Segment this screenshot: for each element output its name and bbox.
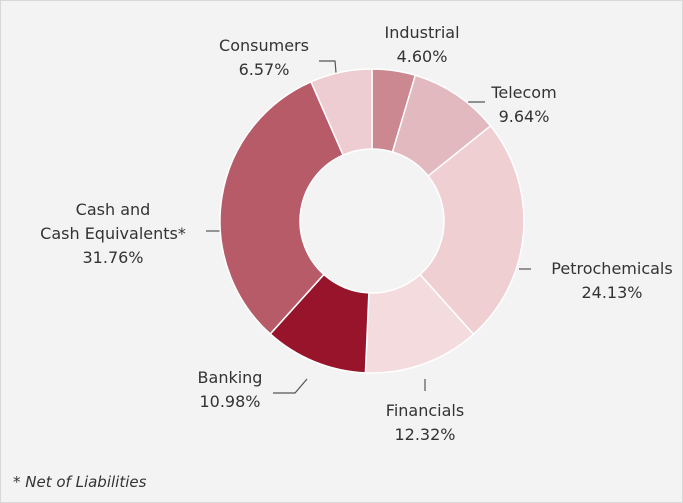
category-label: Banking: [197, 368, 263, 387]
slice-label: Consumers 6.57%: [219, 34, 309, 82]
value-label: 6.57%: [238, 60, 290, 79]
donut-slice: [219, 80, 345, 335]
category-label: Financials: [385, 401, 465, 420]
value-label: 24.13%: [581, 283, 643, 302]
value-label: 10.98%: [199, 392, 261, 411]
category-label: Cash and Cash Equivalents*: [40, 200, 186, 243]
category-label: Telecom: [491, 83, 557, 102]
slice-label: Financials 12.32%: [386, 399, 464, 447]
footnote: * Net of Liabilities: [13, 473, 147, 491]
category-label: Petrochemicals: [551, 259, 673, 278]
slice-label: Telecom 9.64%: [491, 81, 556, 129]
value-label: 9.64%: [498, 107, 550, 126]
donut-slice: [310, 68, 373, 157]
category-label: Consumers: [219, 36, 309, 55]
category-label: Industrial: [384, 23, 460, 42]
value-label: 4.60%: [396, 47, 448, 66]
slice-label: Industrial 4.60%: [384, 21, 459, 69]
slice-label: Cash and Cash Equivalents* 31.76%: [40, 198, 186, 270]
value-label: 12.32%: [394, 425, 456, 444]
leader-line: [273, 378, 308, 394]
value-label: 31.76%: [82, 248, 144, 267]
donut-slice: [418, 124, 525, 336]
slice-label: Banking 10.98%: [198, 366, 263, 414]
slice-label: Petrochemicals 24.13%: [551, 257, 672, 305]
